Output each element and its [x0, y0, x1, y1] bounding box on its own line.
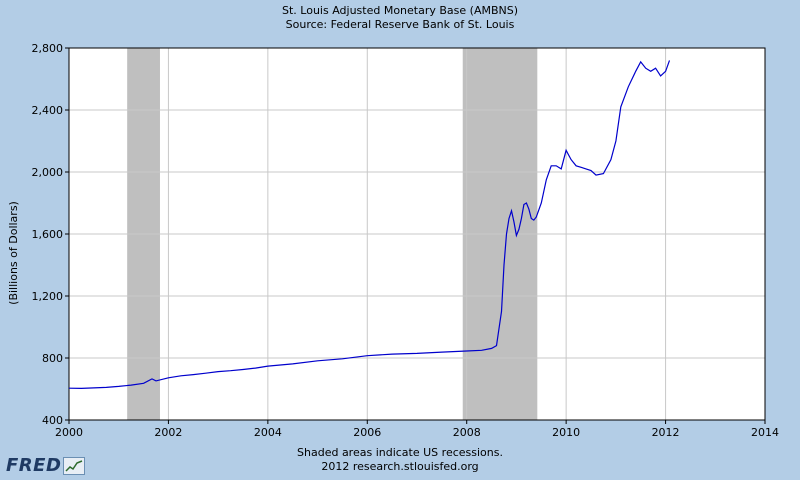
x-tick-label: 2006	[353, 426, 381, 439]
y-tick-label: 400	[42, 414, 63, 427]
footer-note: Shaded areas indicate US recessions.	[297, 446, 503, 459]
fred-logo[interactable]: FRED	[6, 455, 86, 476]
footer-source: 2012 research.stlouisfed.org	[321, 460, 479, 473]
series-line-ambns	[68, 60, 671, 390]
y-tick-label: 2,000	[32, 166, 64, 179]
y-tick-label: 2,800	[32, 42, 64, 55]
y-tick-label: 1,600	[32, 228, 64, 241]
x-tick-label: 2002	[154, 426, 182, 439]
x-tick-label: 2010	[552, 426, 580, 439]
chart-subtitle: Source: Federal Reserve Bank of St. Loui…	[285, 18, 515, 31]
y-axis-label: (Billions of Dollars)	[7, 201, 20, 305]
x-tick-label: 2008	[453, 426, 481, 439]
x-tick-label: 2014	[751, 426, 779, 439]
fred-chart-icon	[63, 456, 86, 475]
x-tick-label: 2012	[652, 426, 680, 439]
fred-logo-text: FRED	[6, 455, 62, 476]
y-tick-label: 2,400	[32, 104, 64, 117]
y-tick-label: 1,200	[32, 290, 64, 303]
chart-title: St. Louis Adjusted Monetary Base (AMBNS)	[281, 4, 519, 17]
x-tick-label: 2004	[254, 426, 282, 439]
y-tick-label: 800	[42, 352, 63, 365]
x-tick-label: 2000	[55, 426, 83, 439]
